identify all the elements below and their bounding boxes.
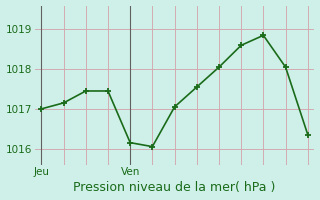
X-axis label: Pression niveau de la mer( hPa ): Pression niveau de la mer( hPa ) [73, 181, 276, 194]
